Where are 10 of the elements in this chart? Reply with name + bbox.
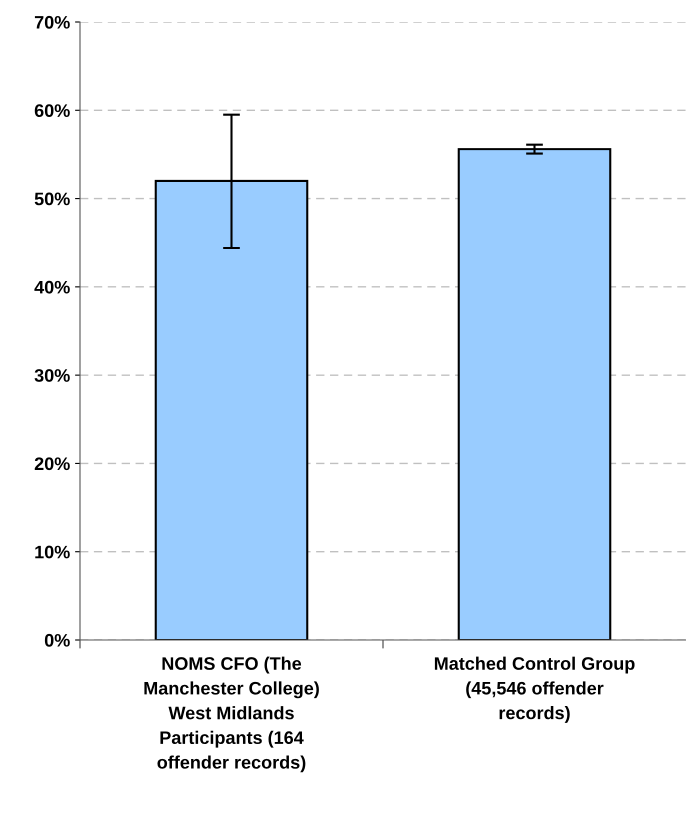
- y-tick-label: 70%: [34, 16, 70, 29]
- y-tick-label: 60%: [34, 104, 70, 118]
- x-tick-label: Matched Control Group (45,546 offender records): [434, 656, 635, 723]
- y-tick-label: 10%: [35, 546, 70, 558]
- y-tick-label: 20%: [34, 457, 70, 470]
- y-tick-label: 30%: [34, 369, 70, 382]
- y-tick-label: 50%: [34, 192, 70, 206]
- x-tick-label: NOMS CFO (The Manchester College) West Midlands Participants (164 offender records): [144, 656, 319, 772]
- y-tick-label: 0%: [44, 634, 70, 647]
- y-tick-label: 40%: [34, 280, 70, 294]
